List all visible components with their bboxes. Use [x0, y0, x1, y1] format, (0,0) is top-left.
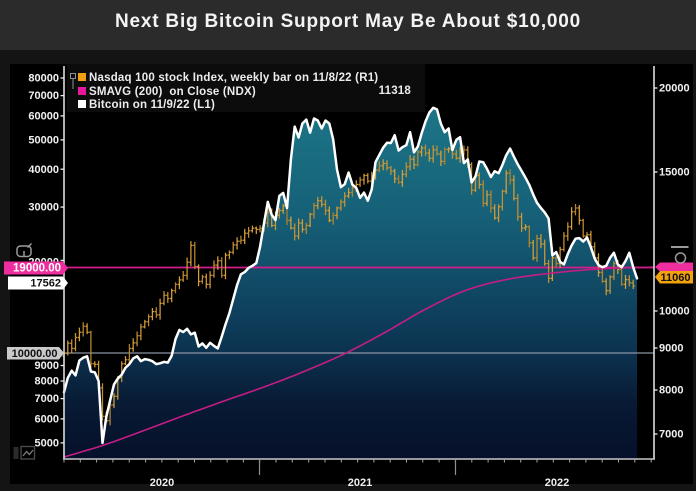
svg-text:60000: 60000 — [28, 111, 59, 123]
svg-text:Next Big Bitcoin Support May B: Next Big Bitcoin Support May Be About $1… — [115, 11, 581, 32]
svg-text:2021: 2021 — [348, 477, 372, 489]
svg-text:9000: 9000 — [35, 360, 59, 372]
svg-text:10000: 10000 — [659, 306, 690, 318]
svg-text:8000: 8000 — [35, 376, 59, 388]
svg-text:SMAVG (200) on Close (NDX): SMAVG (200) on Close (NDX) — [89, 86, 256, 98]
svg-text:17562: 17562 — [30, 278, 61, 290]
svg-text:2022: 2022 — [545, 477, 569, 489]
svg-text:15000: 15000 — [659, 167, 690, 179]
svg-text:50000: 50000 — [28, 135, 59, 147]
svg-text:8000: 8000 — [659, 385, 683, 397]
svg-text:5000: 5000 — [35, 438, 59, 450]
svg-text:80000: 80000 — [28, 73, 59, 85]
svg-text:10000.00: 10000.00 — [12, 348, 58, 360]
svg-text:11060: 11060 — [661, 272, 691, 284]
svg-text:20000: 20000 — [659, 83, 690, 95]
svg-text:2020: 2020 — [150, 477, 174, 489]
svg-text:70000: 70000 — [28, 90, 59, 102]
svg-text:30000: 30000 — [28, 202, 59, 214]
svg-text:Nasdaq 100 stock Index, weekly: Nasdaq 100 stock Index, weekly bar on 11… — [89, 72, 378, 84]
svg-text:9000: 9000 — [659, 343, 683, 355]
svg-text:Bitcoin on 11/9/22 (L1): Bitcoin on 11/9/22 (L1) — [89, 99, 215, 111]
svg-text:11318: 11318 — [379, 85, 412, 97]
svg-text:6000: 6000 — [35, 414, 59, 426]
svg-text:7000: 7000 — [35, 393, 59, 405]
svg-text:19000.00: 19000.00 — [13, 263, 61, 275]
svg-text:40000: 40000 — [28, 164, 59, 176]
svg-text:7000: 7000 — [659, 429, 683, 441]
